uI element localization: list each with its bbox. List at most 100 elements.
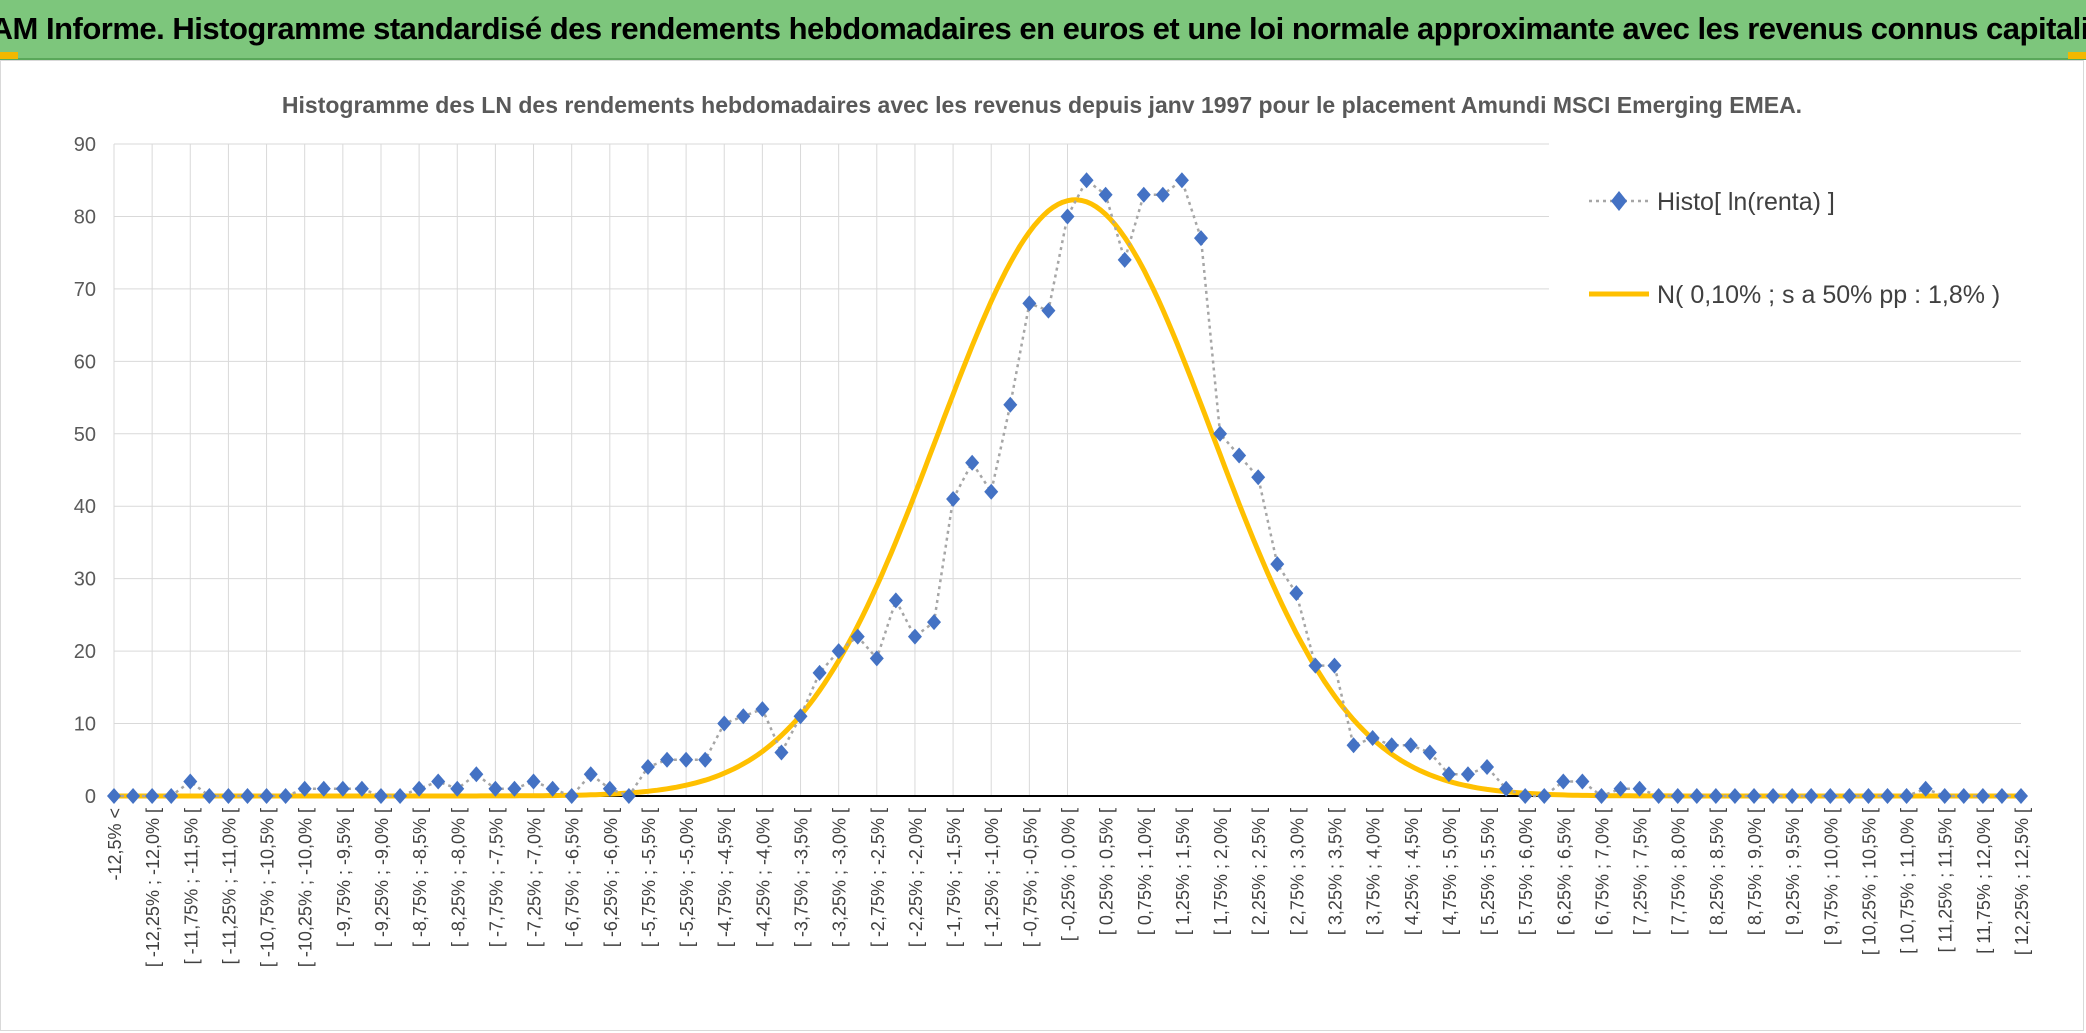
- histogram-point: [164, 788, 179, 804]
- histogram-point: [1918, 780, 1933, 797]
- histogram-point: [583, 766, 598, 783]
- x-tick-label: [ -10,75% ; -10,5% [: [258, 808, 278, 967]
- histogram-point: [1861, 788, 1876, 804]
- histogram-point: [736, 708, 751, 725]
- histogram-point: [1460, 766, 1475, 783]
- histogram-point: [1613, 780, 1628, 797]
- histogram-point: [755, 701, 770, 718]
- histogram-point: [1003, 396, 1018, 413]
- histogram-point: [545, 780, 560, 797]
- histogram-point: [1556, 773, 1571, 790]
- x-tick-label: [ -7,75% ; -7,5% [: [486, 808, 506, 947]
- histogram-chart: Histogramme des LN des rendements hebdom…: [74, 92, 2032, 967]
- x-tick-label: [ -5,75% ; -5,5% [: [639, 808, 659, 947]
- histogram-point: [1117, 251, 1132, 268]
- histogram-point: [1327, 657, 1342, 674]
- x-tick-label: [ -9,75% ; -9,5% [: [334, 808, 354, 947]
- histogram-point: [602, 780, 617, 797]
- x-tick-label: [ 9,25% ; 9,5% [: [1783, 808, 1803, 935]
- histogram-point: [812, 664, 827, 681]
- x-tick-label: [ -8,75% ; -8,5% [: [410, 808, 430, 947]
- histogram-point: [1880, 788, 1895, 804]
- histogram-point: [1708, 788, 1723, 804]
- x-tick-label: [ -3,75% ; -3,5% [: [792, 808, 812, 947]
- x-tick-label: [ 4,75% ; 5,0% [: [1440, 808, 1460, 935]
- x-tick-label: [ 11,75% ; 12,0% [: [1974, 808, 1994, 954]
- histogram-point: [1193, 230, 1208, 247]
- x-tick-label: [ -11,25% ; -11,0% [: [219, 808, 239, 964]
- histogram-point: [469, 766, 484, 783]
- x-tick-label: [ 10,75% ; 11,0% [: [1898, 808, 1918, 954]
- x-tick-label: [ 8,25% ; 8,5% [: [1707, 808, 1727, 935]
- histogram-point: [621, 788, 636, 804]
- y-tick-label: 40: [74, 496, 96, 518]
- x-tick-label: [ -6,75% ; -6,5% [: [563, 808, 583, 947]
- legend-background: [1549, 141, 2029, 336]
- histogram-point: [526, 773, 541, 790]
- x-tick-label: [ 1,25% ; 1,5% [: [1173, 808, 1193, 935]
- x-tick-label: [ 3,25% ; 3,5% [: [1325, 808, 1345, 935]
- y-tick-label: 50: [74, 424, 96, 446]
- histogram-point: [278, 788, 293, 804]
- x-tick-label: [ -2,25% ; -2,0% [: [906, 808, 926, 947]
- histogram-point: [1422, 744, 1437, 761]
- histogram-point: [888, 592, 903, 609]
- x-tick-label: [ -12,25% ; -12,0% [: [143, 808, 163, 967]
- histogram-point: [412, 780, 427, 797]
- x-tick-label: [ 10,25% ; 10,5% [: [1859, 808, 1879, 955]
- histogram-point: [984, 483, 999, 500]
- x-tick-label: [ 1,75% ; 2,0% [: [1211, 808, 1231, 935]
- histogram-point: [1098, 186, 1113, 203]
- histogram-point: [1270, 556, 1285, 573]
- x-tick-label: [ 9,75% ; 10,0% [: [1821, 808, 1841, 945]
- histogram-point: [946, 490, 961, 507]
- histogram-point: [660, 751, 675, 768]
- x-tick-label: [ 5,75% ; 6,0% [: [1516, 808, 1536, 935]
- histogram-point: [1632, 780, 1647, 797]
- x-tick-label: [ -9,25% ; -9,0% [: [372, 808, 392, 947]
- histogram-point: [107, 788, 121, 804]
- histogram-point: [1022, 295, 1037, 312]
- histogram-point: [1651, 788, 1666, 804]
- x-tick-label: [ 0,25% ; 0,5% [: [1097, 808, 1117, 935]
- histogram-point: [1785, 788, 1800, 804]
- x-tick-label: [ 8,75% ; 9,0% [: [1745, 808, 1765, 935]
- histogram-point: [297, 780, 312, 797]
- histogram-point: [1518, 788, 1533, 804]
- histogram-point: [373, 788, 388, 804]
- banner-corner-left: [0, 52, 18, 59]
- y-tick-label: 70: [74, 279, 96, 301]
- y-tick-label: 80: [74, 206, 96, 228]
- x-tick-label: [ -10,25% ; -10,0% [: [296, 808, 316, 967]
- histogram-point: [2014, 788, 2028, 804]
- histogram-point: [1766, 788, 1781, 804]
- histogram-point: [1975, 788, 1990, 804]
- x-tick-label: [ 6,25% ; 6,5% [: [1554, 808, 1574, 935]
- x-tick-label: -12,5% <: [105, 808, 125, 881]
- histogram-point: [1594, 788, 1609, 804]
- histogram-point: [1747, 788, 1762, 804]
- legend-normal-label: N( 0,10% ; s a 50% pp : 1,8% ): [1657, 281, 2000, 309]
- histogram-point: [1041, 302, 1056, 319]
- y-tick-label: 0: [85, 786, 96, 808]
- x-tick-label: [ 7,75% ; 8,0% [: [1669, 808, 1689, 935]
- histogram-point: [1956, 788, 1971, 804]
- histogram-series-layer: [107, 172, 2028, 804]
- histogram-point: [1537, 788, 1552, 804]
- x-tick-label: [ 3,75% ; 4,0% [: [1364, 808, 1384, 935]
- y-tick-label: 20: [74, 641, 96, 663]
- histogram-point: [183, 773, 198, 790]
- histogram-point: [488, 780, 503, 797]
- histogram-point: [1251, 469, 1266, 486]
- histogram-point: [1842, 788, 1857, 804]
- histogram-point: [1575, 773, 1590, 790]
- histogram-point: [717, 715, 732, 732]
- histogram-point: [1403, 737, 1418, 754]
- histogram-point: [907, 628, 922, 645]
- histogram-point: [1346, 737, 1361, 754]
- x-tick-label: [ 5,25% ; 5,5% [: [1478, 808, 1498, 935]
- grid-layer: [113, 143, 2021, 797]
- histogram-point: [335, 780, 350, 797]
- y-tick-labels: 0 10 20 30 40 50 60 70 80 90: [74, 134, 96, 808]
- histogram-point: [1441, 766, 1456, 783]
